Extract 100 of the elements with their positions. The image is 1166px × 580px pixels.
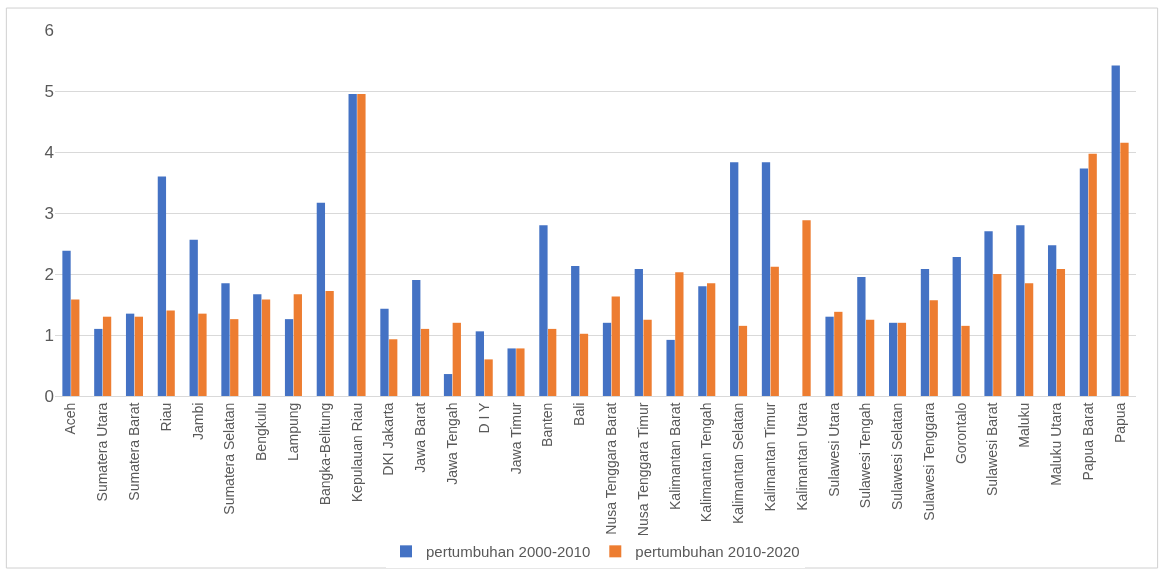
bar	[293, 294, 302, 396]
x-tick-label: Maluku	[1016, 402, 1033, 448]
bar	[261, 299, 271, 396]
x-tick-label: Gorontalo	[952, 402, 969, 465]
x-tick-label: Jawa Barat	[412, 402, 429, 473]
bar	[125, 313, 135, 396]
bar	[643, 319, 652, 396]
bar	[134, 316, 144, 396]
x-tick-label: Sumatera Selatan	[221, 402, 238, 515]
bar	[920, 269, 930, 396]
x-tick-label: Nusa Tenggara Barat	[602, 402, 619, 535]
bar	[443, 374, 453, 396]
bar	[738, 325, 748, 396]
bar	[730, 162, 739, 396]
bar	[94, 328, 103, 396]
bar	[253, 294, 262, 396]
bar	[380, 308, 389, 396]
bar	[1088, 153, 1097, 396]
y-tick-label: 6	[44, 20, 54, 40]
bar	[198, 313, 207, 396]
bar	[412, 280, 421, 396]
x-tick-label: Papua	[1111, 402, 1128, 444]
bar	[284, 319, 294, 396]
bar	[516, 348, 525, 396]
x-tick-label: Sulawesi Tengah	[857, 402, 874, 509]
x-tick-label: Nusa Tenggara Timur	[634, 402, 651, 537]
bar	[929, 300, 938, 396]
x-tick-label: Jambi	[189, 402, 206, 440]
bar	[316, 202, 326, 396]
bar	[420, 328, 430, 396]
bar	[698, 286, 707, 396]
x-tick-label: Lampung	[285, 402, 302, 461]
x-tick-label: Kalimantan Utara	[793, 402, 810, 511]
bar	[157, 176, 167, 396]
bar	[166, 310, 175, 396]
bar	[857, 277, 866, 396]
x-tick-label: Maluku Utara	[1048, 402, 1065, 486]
bar	[348, 94, 357, 396]
bar	[484, 359, 493, 396]
y-tick-label: 0	[44, 386, 54, 406]
bar	[579, 333, 589, 396]
x-tick-label: Sulawesi Utara	[825, 402, 842, 497]
x-tick-label: Bengkulu	[253, 402, 270, 461]
x-tick-label: Bangka-Belitung	[316, 402, 333, 506]
x-tick-label: Jawa Timur	[507, 402, 524, 475]
bar	[389, 339, 398, 396]
x-tick-label: Sulawesi Tenggara	[920, 402, 937, 521]
x-tick-label: D I Y	[475, 401, 492, 434]
bar	[802, 220, 811, 396]
bar	[221, 283, 230, 396]
x-tick-label: Sulawesi Barat	[984, 402, 1001, 496]
x-tick-label: Banten	[539, 402, 556, 447]
x-tick-label: Sumatera Utara	[94, 402, 111, 502]
bar	[602, 322, 612, 396]
bar	[770, 266, 779, 396]
bar	[952, 256, 961, 396]
bar	[1016, 225, 1025, 396]
bar	[548, 328, 557, 396]
x-tick-label: Sumatera Barat	[126, 402, 143, 501]
bar	[62, 250, 71, 396]
bar	[507, 348, 516, 396]
bar	[984, 231, 993, 396]
x-tick-label: Bali	[571, 402, 588, 426]
bar	[1024, 283, 1034, 396]
bar	[611, 296, 620, 396]
bar	[707, 283, 716, 396]
x-tick-label: Kepulauan Riau	[348, 402, 365, 503]
x-tick-label: Kalimantan Barat	[666, 402, 683, 511]
y-tick-label: 3	[44, 203, 54, 223]
bar	[1079, 168, 1089, 396]
bar	[189, 239, 198, 396]
x-tick-label: Kalimantan Tengah	[698, 402, 715, 523]
legend-label: pertumbuhan 2000-2010	[426, 543, 591, 561]
bar	[825, 316, 834, 396]
bar	[666, 339, 675, 396]
bar	[1047, 245, 1057, 396]
bar	[761, 162, 771, 396]
x-tick-label: DKI Jakarta	[380, 402, 397, 476]
bar	[571, 266, 580, 396]
bar	[230, 319, 239, 396]
bar	[102, 316, 112, 396]
bar	[834, 311, 843, 396]
bar	[1111, 65, 1120, 396]
bar	[71, 299, 80, 396]
bar	[961, 325, 970, 396]
y-tick-label: 1	[44, 325, 54, 345]
bar	[539, 225, 548, 396]
legend-label: pertumbuhan 2010-2020	[635, 543, 800, 561]
bar	[865, 319, 875, 396]
bar	[634, 269, 643, 396]
bar	[475, 331, 484, 396]
bar	[1056, 269, 1066, 396]
bar	[675, 272, 684, 396]
x-tick-label: Riau	[157, 402, 174, 432]
x-tick-label: Sulawesi Selatan	[889, 402, 906, 511]
bar	[889, 322, 898, 396]
x-tick-label: Kalimantan Timur	[761, 402, 778, 512]
bar	[325, 291, 334, 396]
bar	[1120, 142, 1129, 396]
x-tick-label: Kalimantan Selatan	[730, 402, 747, 525]
